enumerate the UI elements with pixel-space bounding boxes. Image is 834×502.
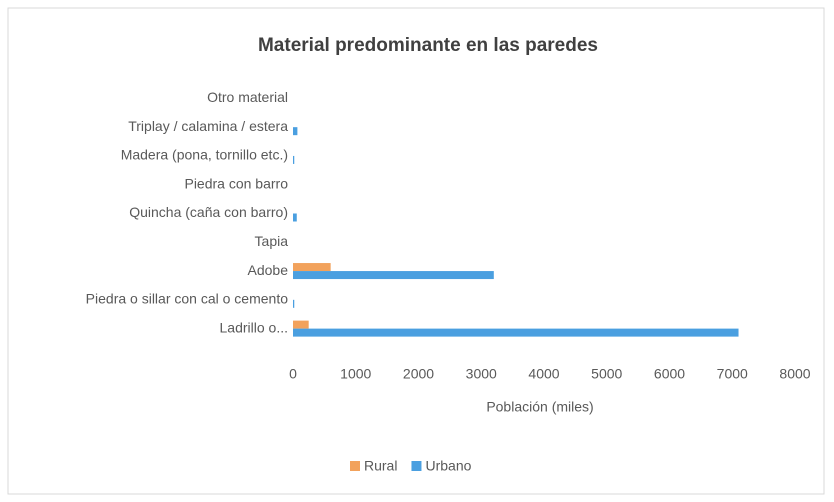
legend-label: Rural (364, 458, 397, 474)
x-tick-label: 7000 (717, 366, 748, 382)
bar (293, 299, 295, 308)
y-tick-label: Piedra o sillar con cal o cemento (86, 291, 289, 307)
x-tick-label: 1000 (340, 366, 371, 382)
y-tick-label: Otro material (207, 89, 288, 105)
x-tick-label: 6000 (654, 366, 685, 382)
legend-swatch (350, 461, 360, 471)
y-tick-label: Adobe (248, 262, 289, 278)
chart-title: Material predominante en las paredes (258, 35, 598, 56)
bar (293, 213, 297, 222)
x-tick-label: 0 (289, 366, 297, 382)
y-tick-label: Quincha (caña con barro) (129, 204, 288, 220)
bar (293, 271, 494, 280)
bar (293, 155, 295, 164)
y-tick-label: Triplay / calamina / estera (128, 118, 288, 134)
x-tick-label: 2000 (403, 366, 434, 382)
y-tick-label: Ladrillo o... (220, 319, 288, 335)
y-tick-label: Tapia (255, 233, 289, 249)
bar (293, 320, 309, 329)
x-axis-title: Población (miles) (486, 399, 593, 415)
chart-frame (7, 7, 825, 495)
legend-label: Urbano (425, 458, 471, 474)
x-tick-label: 4000 (528, 366, 559, 382)
legend-swatch (411, 461, 422, 471)
x-tick-label: 5000 (591, 366, 622, 382)
y-tick-label: Piedra con barro (184, 175, 288, 191)
x-tick-label: 3000 (466, 366, 497, 382)
y-tick-label: Madera (pona, tornillo etc.) (121, 147, 288, 163)
bar (293, 328, 739, 337)
bar (293, 263, 331, 272)
x-tick-label: 8000 (779, 366, 810, 382)
bar (293, 127, 298, 136)
